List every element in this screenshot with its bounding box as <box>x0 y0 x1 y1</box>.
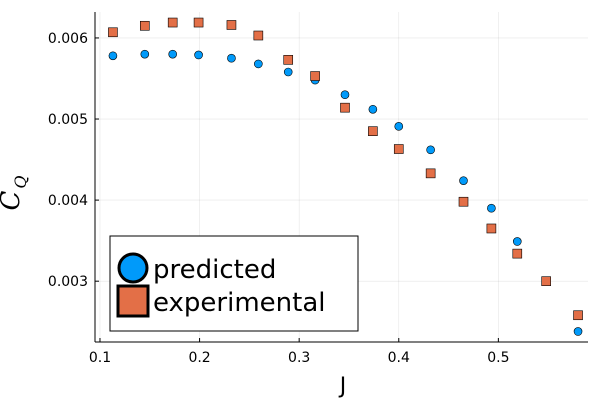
data-point-predicted <box>140 49 150 59</box>
data-point-predicted <box>512 237 522 246</box>
data-point-predicted <box>227 53 236 63</box>
x-tick-label: 0.5 <box>487 350 509 366</box>
series-predicted <box>108 49 583 336</box>
data-point-experimental <box>486 223 497 234</box>
data-point-experimental <box>458 196 469 207</box>
x-tick-label: 0.2 <box>188 350 210 366</box>
data-point-experimental <box>368 126 378 136</box>
y-tick-label: 0.004 <box>48 193 88 209</box>
x-tick-label: 0.3 <box>288 350 310 366</box>
legend-box <box>109 235 359 332</box>
legend-marker-experimental <box>116 284 150 318</box>
data-point-predicted <box>168 49 177 59</box>
data-point-predicted <box>340 90 350 100</box>
y-axis-ticks: 0.003 0.004 0.005 0.006 <box>48 31 99 290</box>
data-point-predicted <box>573 327 583 336</box>
x-axis-label: J <box>338 374 347 399</box>
data-point-experimental <box>573 310 583 321</box>
data-point-experimental <box>167 17 178 28</box>
data-point-experimental <box>541 276 551 286</box>
data-point-predicted <box>394 122 404 131</box>
data-points <box>108 17 583 336</box>
data-point-predicted <box>194 50 203 60</box>
y-tick-label: 0.005 <box>48 112 88 128</box>
x-tick-label: 0.1 <box>89 350 111 366</box>
y-axis-label-main: C <box>0 191 26 211</box>
legend-marker-predicted <box>117 252 149 284</box>
x-axis-ticks: 0.1 0.2 0.3 0.4 0.5 <box>89 338 509 366</box>
y-axis-label-subscript: Q <box>11 175 30 188</box>
legend: predicted experimental <box>109 235 359 332</box>
axes <box>94 12 588 343</box>
data-point-experimental <box>512 248 523 259</box>
data-point-experimental <box>340 102 350 113</box>
series-experimental <box>108 17 583 321</box>
x-tick-label: 0.4 <box>388 350 410 366</box>
data-point-experimental <box>283 55 294 65</box>
legend-label-experimental: experimental <box>153 288 326 318</box>
data-point-predicted <box>459 176 468 185</box>
data-point-predicted <box>254 59 263 69</box>
data-point-experimental <box>253 30 264 41</box>
legend-label-predicted: predicted <box>153 255 276 285</box>
y-tick-label: 0.003 <box>48 274 88 290</box>
data-point-experimental <box>310 71 320 81</box>
data-point-experimental <box>226 20 237 30</box>
y-tick-label: 0.006 <box>48 31 88 47</box>
svg-text:CQ: CQ <box>0 175 30 210</box>
data-point-experimental <box>139 20 150 31</box>
data-point-predicted <box>108 51 118 61</box>
y-axis-label: CQ <box>0 175 30 210</box>
data-point-predicted <box>487 203 496 213</box>
data-point-predicted <box>426 145 435 155</box>
data-point-predicted <box>368 104 378 114</box>
data-point-experimental <box>193 17 204 28</box>
data-point-predicted <box>283 67 293 77</box>
data-point-experimental <box>108 27 118 38</box>
data-point-experimental <box>393 144 404 154</box>
data-point-experimental <box>425 168 436 179</box>
